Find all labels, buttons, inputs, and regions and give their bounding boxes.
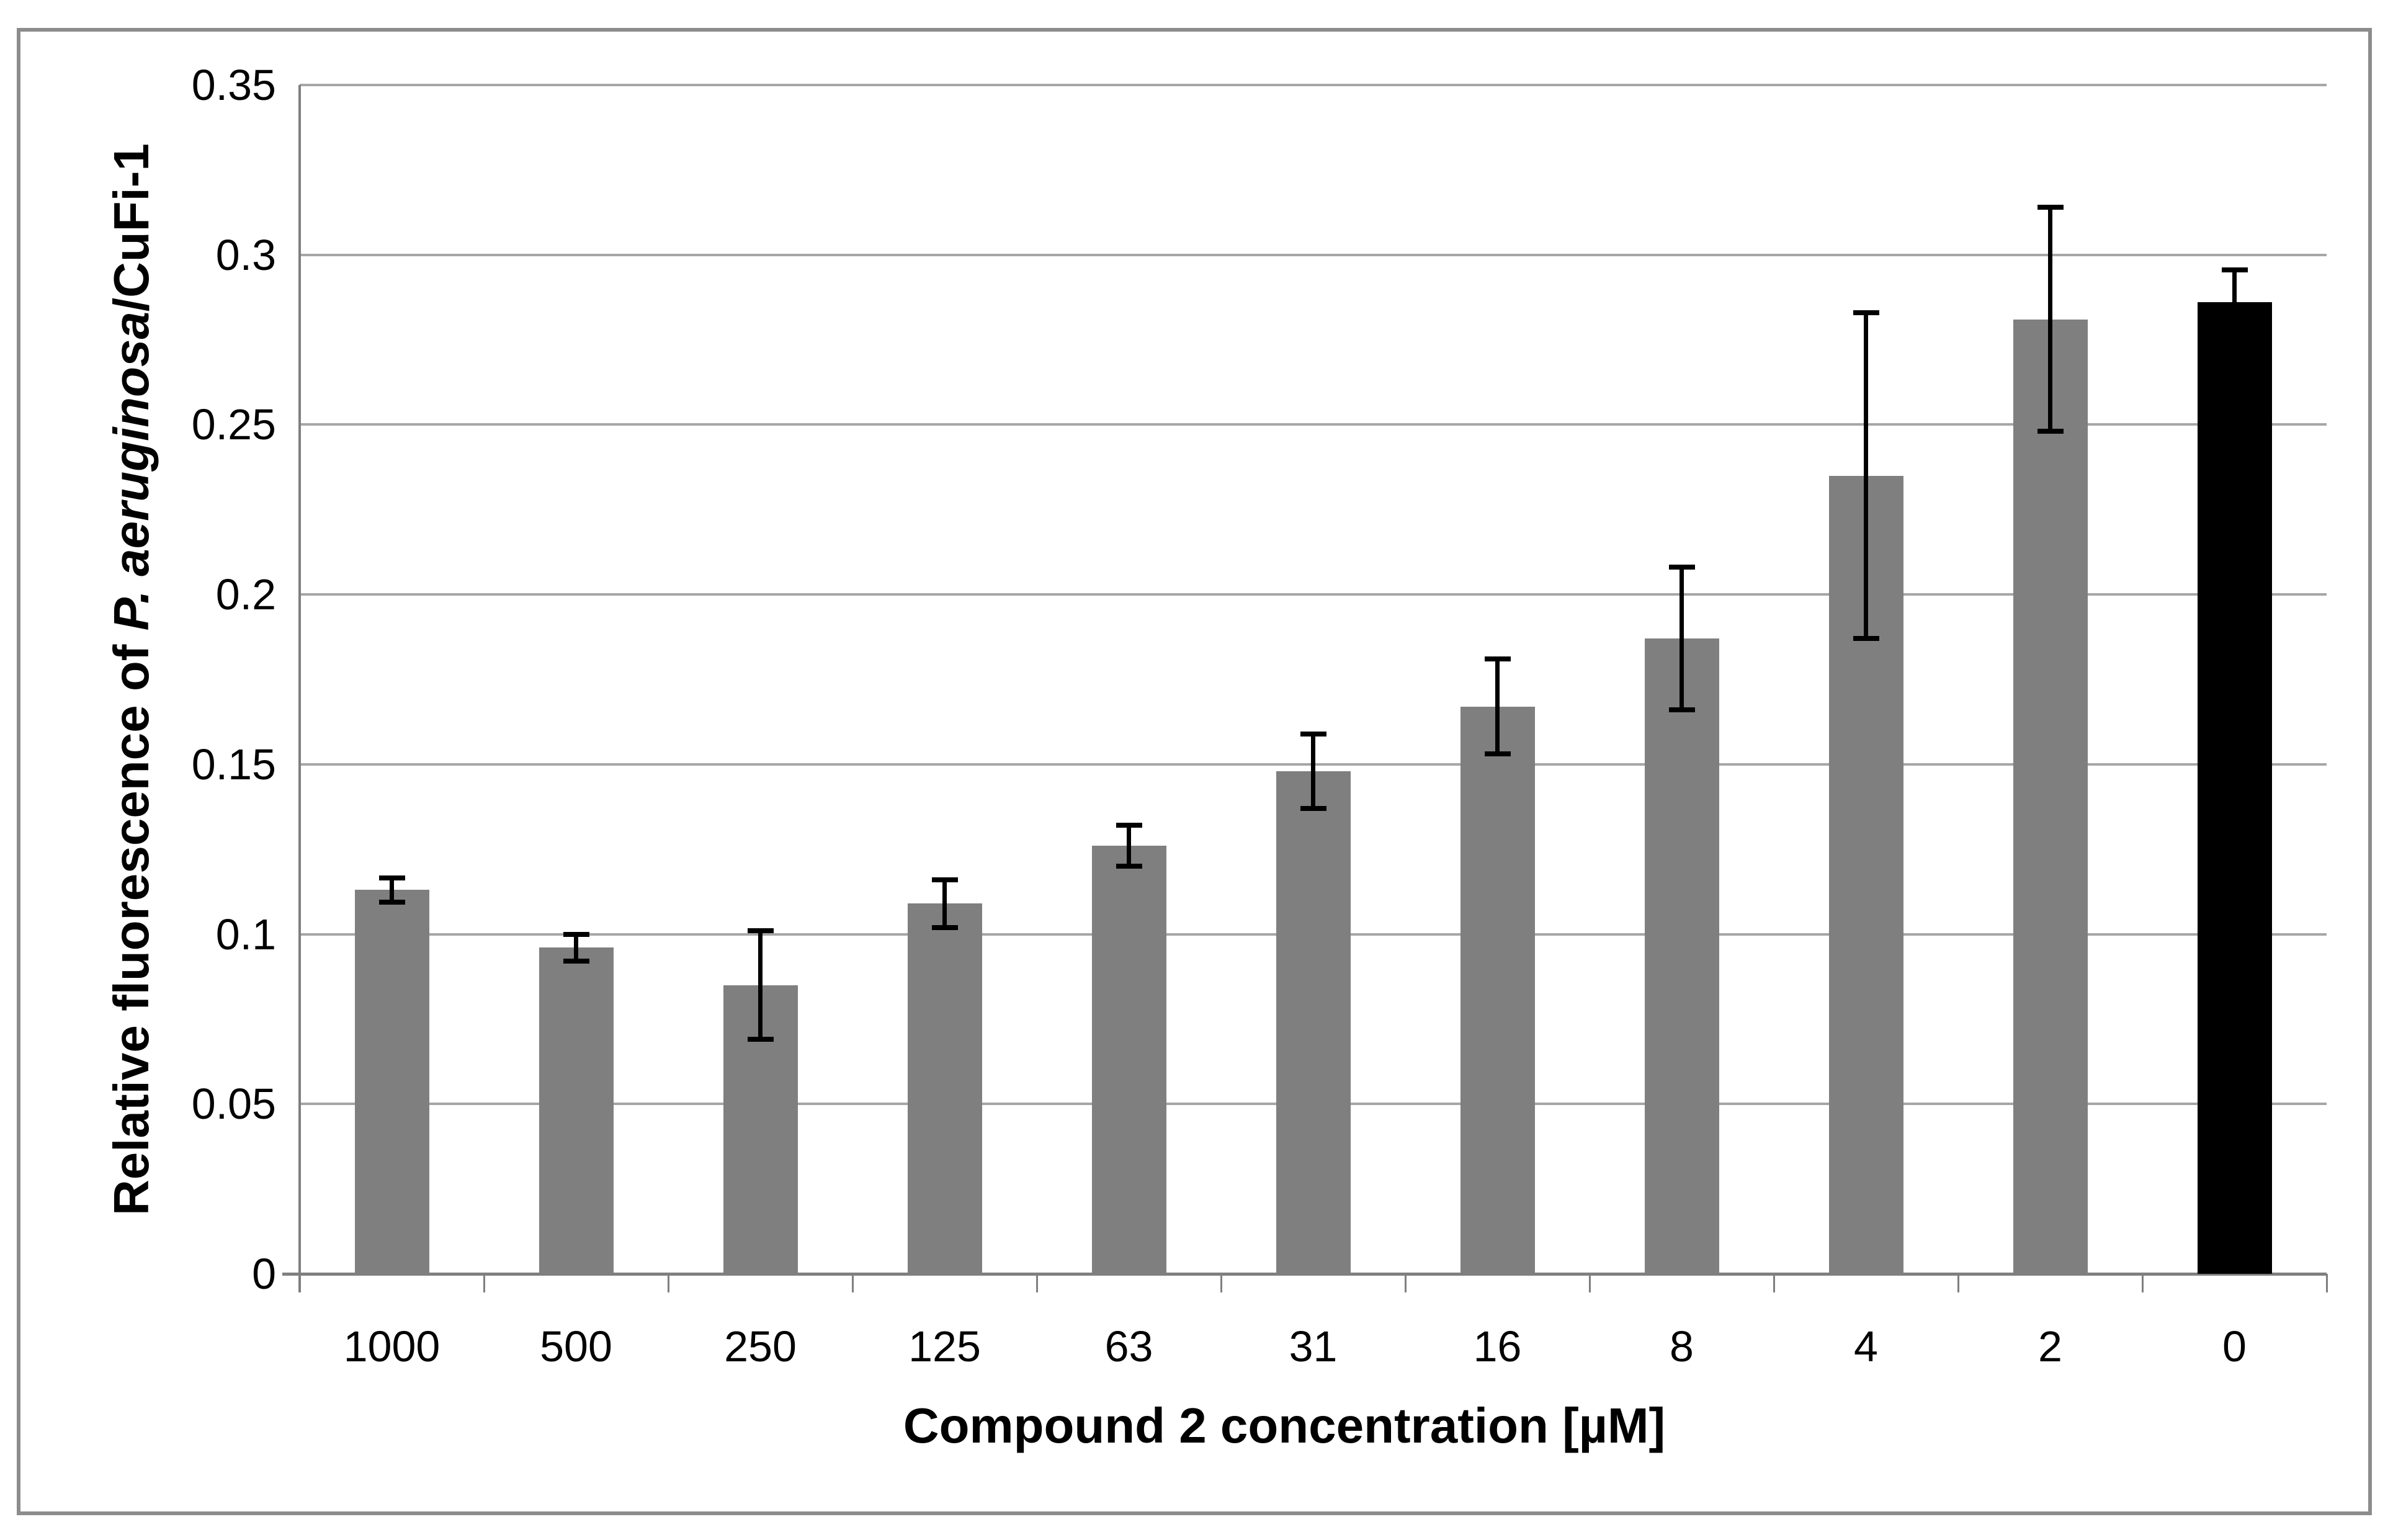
y-tick-label: 0.1: [215, 910, 276, 959]
x-axis-tick: [1036, 1274, 1038, 1292]
y-axis-line: [298, 85, 301, 1292]
error-bar-line: [942, 879, 947, 928]
gridline: [300, 423, 2327, 426]
error-bar-cap-top: [1853, 310, 1879, 315]
y-title-part: Relative fluorescence of: [104, 630, 159, 1215]
x-axis-tick: [1773, 1274, 1775, 1292]
error-bar-cap-top: [378, 875, 405, 881]
x-tick-label: 8: [1670, 1322, 1694, 1371]
error-bar-cap-top: [2037, 205, 2064, 210]
error-bar-line: [1311, 733, 1315, 808]
y-tick-label: 0.2: [215, 570, 276, 619]
error-bar-cap-top: [1300, 731, 1326, 736]
y-tick-label: 0.15: [191, 740, 276, 789]
error-bar-line: [574, 934, 578, 962]
x-tick-label: 31: [1289, 1322, 1338, 1371]
x-tick-label: 250: [724, 1322, 797, 1371]
error-bar-cap-bottom: [747, 1037, 774, 1042]
error-bar-line: [758, 931, 763, 1040]
x-tick-label: 0: [2222, 1322, 2247, 1371]
bar-125: [907, 903, 982, 1274]
x-axis-tick: [2142, 1274, 2144, 1292]
gridline: [300, 593, 2327, 596]
error-bar-cap-bottom: [931, 924, 958, 930]
error-bar-line: [390, 878, 394, 902]
error-bar-cap-bottom: [563, 959, 589, 964]
x-axis-tick: [483, 1274, 485, 1292]
x-tick-label: 125: [908, 1322, 981, 1371]
x-axis-tick: [1405, 1274, 1407, 1292]
x-axis-tick: [1220, 1274, 1222, 1292]
error-bar-cap-bottom: [1116, 864, 1142, 869]
y-tick-label: 0.05: [191, 1080, 276, 1129]
y-axis-title: Relative fluorescence of P. aeruginosa/C…: [103, 143, 160, 1215]
x-axis-tick: [668, 1274, 669, 1292]
x-axis-tick: [299, 1274, 301, 1292]
error-bar-cap-bottom: [1484, 751, 1511, 757]
error-bar-cap-bottom: [1668, 707, 1695, 713]
x-axis-tick: [852, 1274, 854, 1292]
error-bar-cap-bottom: [1853, 636, 1879, 642]
x-tick-label: 500: [540, 1322, 612, 1371]
error-bar-cap-top: [1484, 656, 1511, 662]
error-bar-line: [1495, 659, 1500, 754]
error-bar-line: [2048, 207, 2052, 432]
x-tick-label: 2: [2038, 1322, 2062, 1371]
bar-8: [1644, 638, 1719, 1274]
error-bar-cap-bottom: [2221, 332, 2248, 338]
bar-500: [539, 947, 614, 1274]
bar-2: [2013, 319, 2088, 1274]
y-title-italic-part: P. aeruginosa: [104, 311, 159, 631]
x-axis-tick: [1957, 1274, 1959, 1292]
gridline: [300, 84, 2327, 86]
y-tick-label: 0.3: [215, 230, 276, 279]
error-bar-line: [2232, 270, 2237, 335]
x-axis-tick: [1589, 1274, 1591, 1292]
bar-31: [1276, 771, 1351, 1274]
bar-63: [1091, 846, 1166, 1274]
error-bar-cap-top: [2221, 267, 2248, 273]
error-bar-cap-top: [1668, 565, 1695, 570]
y-tick-label: 0.35: [191, 61, 276, 109]
error-bar-line: [1127, 825, 1131, 867]
gridline: [300, 253, 2327, 256]
error-bar-line: [1864, 312, 1868, 639]
error-bar-cap-top: [1116, 823, 1142, 828]
error-bar-cap-bottom: [1300, 806, 1326, 812]
x-axis-line: [282, 1273, 2327, 1276]
bar-0: [2197, 302, 2272, 1274]
y-tick-label: 0: [252, 1250, 276, 1298]
y-tick-label: 0.25: [191, 400, 276, 449]
error-bar-cap-top: [931, 877, 958, 882]
error-bar-line: [1680, 567, 1684, 710]
x-tick-label: 1000: [343, 1322, 441, 1371]
x-tick-label: 4: [1854, 1322, 1878, 1371]
error-bar-cap-bottom: [2037, 429, 2064, 434]
bar-1000: [354, 890, 429, 1274]
x-tick-label: 63: [1104, 1322, 1153, 1371]
error-bar-cap-top: [747, 928, 774, 934]
y-title-part: /CuFi-1: [104, 143, 159, 312]
x-tick-label: 16: [1473, 1322, 1522, 1371]
x-axis-title: Compound 2 concentration [µM]: [903, 1398, 1666, 1453]
x-axis-tick: [2326, 1274, 2328, 1292]
error-bar-cap-top: [563, 931, 589, 937]
error-bar-cap-bottom: [378, 899, 405, 905]
bar-16: [1460, 706, 1535, 1274]
